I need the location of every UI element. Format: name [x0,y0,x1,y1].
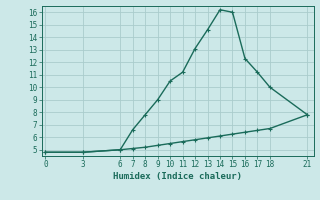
X-axis label: Humidex (Indice chaleur): Humidex (Indice chaleur) [113,172,242,181]
